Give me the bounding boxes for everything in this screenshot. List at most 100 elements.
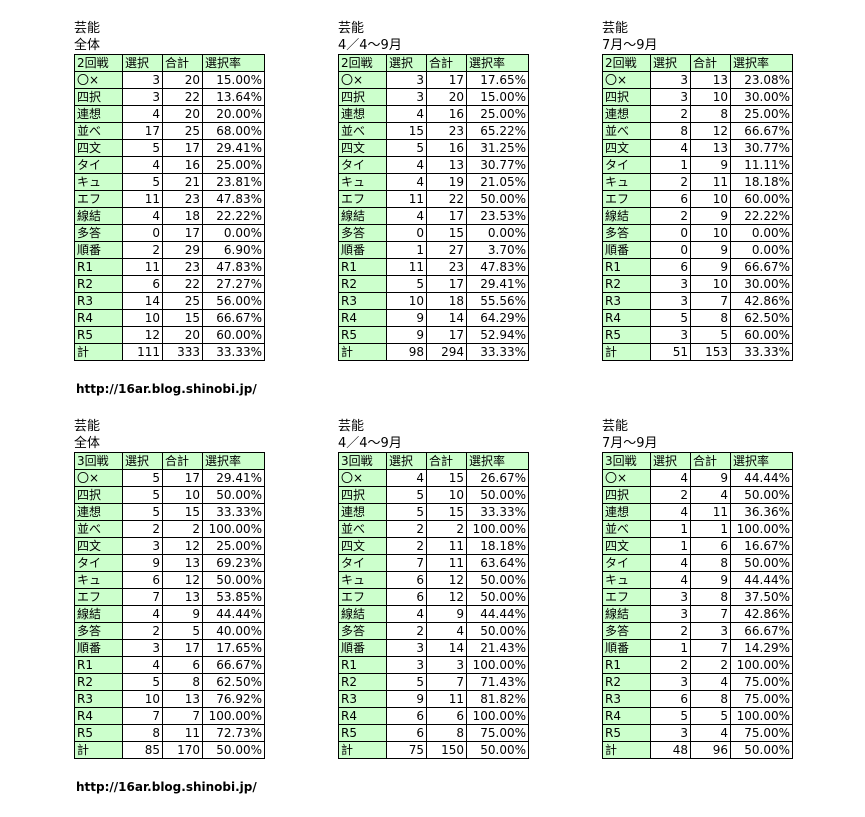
value-cell: 52.94% xyxy=(466,326,529,344)
value-cell: 5 xyxy=(162,622,203,640)
period-title: 4／4～9月 xyxy=(338,38,402,53)
value-cell: 76.92% xyxy=(202,690,265,708)
header-cell: 選択 xyxy=(650,54,691,72)
value-cell: 66.67% xyxy=(202,656,265,674)
value-cell: 2 xyxy=(650,173,691,191)
value-cell: 25.00% xyxy=(466,105,529,123)
value-cell: 14.29% xyxy=(730,639,793,657)
value-cell: 85 xyxy=(122,741,163,759)
row-label-cell: 順番 xyxy=(602,241,651,259)
row-label-cell: 線結 xyxy=(338,605,387,623)
row-label-cell: 連想 xyxy=(74,503,123,521)
table-row: R4 7 7 100.00% xyxy=(74,707,265,725)
value-cell: 0.00% xyxy=(466,224,529,242)
period-title: 全体 xyxy=(74,38,101,53)
row-label-cell: 多答 xyxy=(338,224,387,242)
period-title: 7月～9月 xyxy=(602,38,658,53)
value-cell: 4 xyxy=(386,156,427,174)
value-cell: 0.00% xyxy=(202,224,265,242)
table-row: キュ 6 12 50.00% xyxy=(74,571,265,589)
table-row: R4 10 15 66.67% xyxy=(74,309,265,327)
value-cell: 7 xyxy=(122,588,163,606)
value-cell: 60.00% xyxy=(202,326,265,344)
row-label-cell: R2 xyxy=(74,673,123,691)
value-cell: 15 xyxy=(426,469,467,487)
value-cell: 66.67% xyxy=(202,309,265,327)
value-cell: 0.00% xyxy=(730,224,793,242)
row-label-cell: キュ xyxy=(602,173,651,191)
table-row: 線結 4 9 44.44% xyxy=(74,605,265,623)
value-cell: 23 xyxy=(426,258,467,276)
value-cell: 4 xyxy=(386,207,427,225)
value-cell: 3 xyxy=(650,292,691,310)
value-cell: 11 xyxy=(162,724,203,742)
value-cell: 17 xyxy=(426,207,467,225)
value-cell: 100.00% xyxy=(202,707,265,725)
value-cell: 17 xyxy=(122,122,163,140)
value-cell: 153 xyxy=(690,343,731,361)
row-label-cell: 線結 xyxy=(602,207,651,225)
row-label-cell: キュ xyxy=(338,173,387,191)
row-label-cell: R1 xyxy=(74,656,123,674)
table-row: R2 5 8 62.50% xyxy=(74,673,265,691)
value-cell: 17 xyxy=(162,139,203,157)
row-label-cell: R2 xyxy=(602,673,651,691)
table-row: 計 48 96 50.00% xyxy=(602,741,793,759)
row-label-cell: R2 xyxy=(74,275,123,293)
table-row: R2 3 4 75.00% xyxy=(602,673,793,691)
value-cell: 22.22% xyxy=(730,207,793,225)
value-cell: 3 xyxy=(650,724,691,742)
header-cell: 選択 xyxy=(386,54,427,72)
value-cell: 100.00% xyxy=(730,520,793,538)
table-row: 四文 5 17 29.41% xyxy=(74,139,265,157)
table-row: 連想 4 11 36.36% xyxy=(602,503,793,521)
value-cell: 13 xyxy=(426,156,467,174)
table-row: R5 3 4 75.00% xyxy=(602,724,793,742)
table-row: エフ 7 13 53.85% xyxy=(74,588,265,606)
value-cell: 2 xyxy=(162,520,203,538)
value-cell: 9 xyxy=(122,554,163,572)
value-cell: 18.18% xyxy=(730,173,793,191)
value-cell: 8 xyxy=(162,673,203,691)
table-row: エフ 6 12 50.00% xyxy=(338,588,529,606)
value-cell: 170 xyxy=(162,741,203,759)
value-cell: 2 xyxy=(650,486,691,504)
value-cell: 23.08% xyxy=(730,71,793,89)
table-row: 多答 0 10 0.00% xyxy=(602,224,793,242)
value-cell: 98 xyxy=(386,343,427,361)
value-cell: 20.00% xyxy=(202,105,265,123)
value-cell: 13 xyxy=(690,139,731,157)
value-cell: 4 xyxy=(650,571,691,589)
value-cell: 6 xyxy=(386,571,427,589)
row-label-cell: 〇× xyxy=(602,71,651,89)
table-row: R4 5 5 100.00% xyxy=(602,707,793,725)
value-cell: 12 xyxy=(426,571,467,589)
value-cell: 36.36% xyxy=(730,503,793,521)
value-cell: 6 xyxy=(122,571,163,589)
value-cell: 4 xyxy=(426,622,467,640)
value-cell: 15 xyxy=(162,309,203,327)
value-cell: 16 xyxy=(426,139,467,157)
table-block-round2-all: 芸能 全体 2回戦 選択 合計 選択率 〇× 3 20 15.00% 四択 3 22 13.64% 連想… xyxy=(74,20,265,361)
value-cell: 12 xyxy=(122,326,163,344)
value-cell: 81.82% xyxy=(466,690,529,708)
table-block-round3-jul-sep: 芸能 7月～9月 3回戦 選択 合計 選択率 〇× 4 9 44.44% 四択 2 4 50.00% 連… xyxy=(602,418,793,759)
value-cell: 27.27% xyxy=(202,275,265,293)
value-cell: 294 xyxy=(426,343,467,361)
value-cell: 1 xyxy=(650,639,691,657)
table-row: 計 51 153 33.33% xyxy=(602,343,793,361)
row-label-cell: 順番 xyxy=(338,639,387,657)
row-label-cell: R4 xyxy=(602,309,651,327)
value-cell: 50.00% xyxy=(730,486,793,504)
row-label-cell: タイ xyxy=(338,156,387,174)
value-cell: 5 xyxy=(386,486,427,504)
table-row: タイ 4 8 50.00% xyxy=(602,554,793,572)
value-cell: 1 xyxy=(690,520,731,538)
value-cell: 55.56% xyxy=(466,292,529,310)
value-cell: 50.00% xyxy=(466,486,529,504)
header-cell: 3回戦 xyxy=(74,452,123,470)
value-cell: 18 xyxy=(426,292,467,310)
row-label-cell: R4 xyxy=(74,309,123,327)
value-cell: 12 xyxy=(426,588,467,606)
value-cell: 23.53% xyxy=(466,207,529,225)
